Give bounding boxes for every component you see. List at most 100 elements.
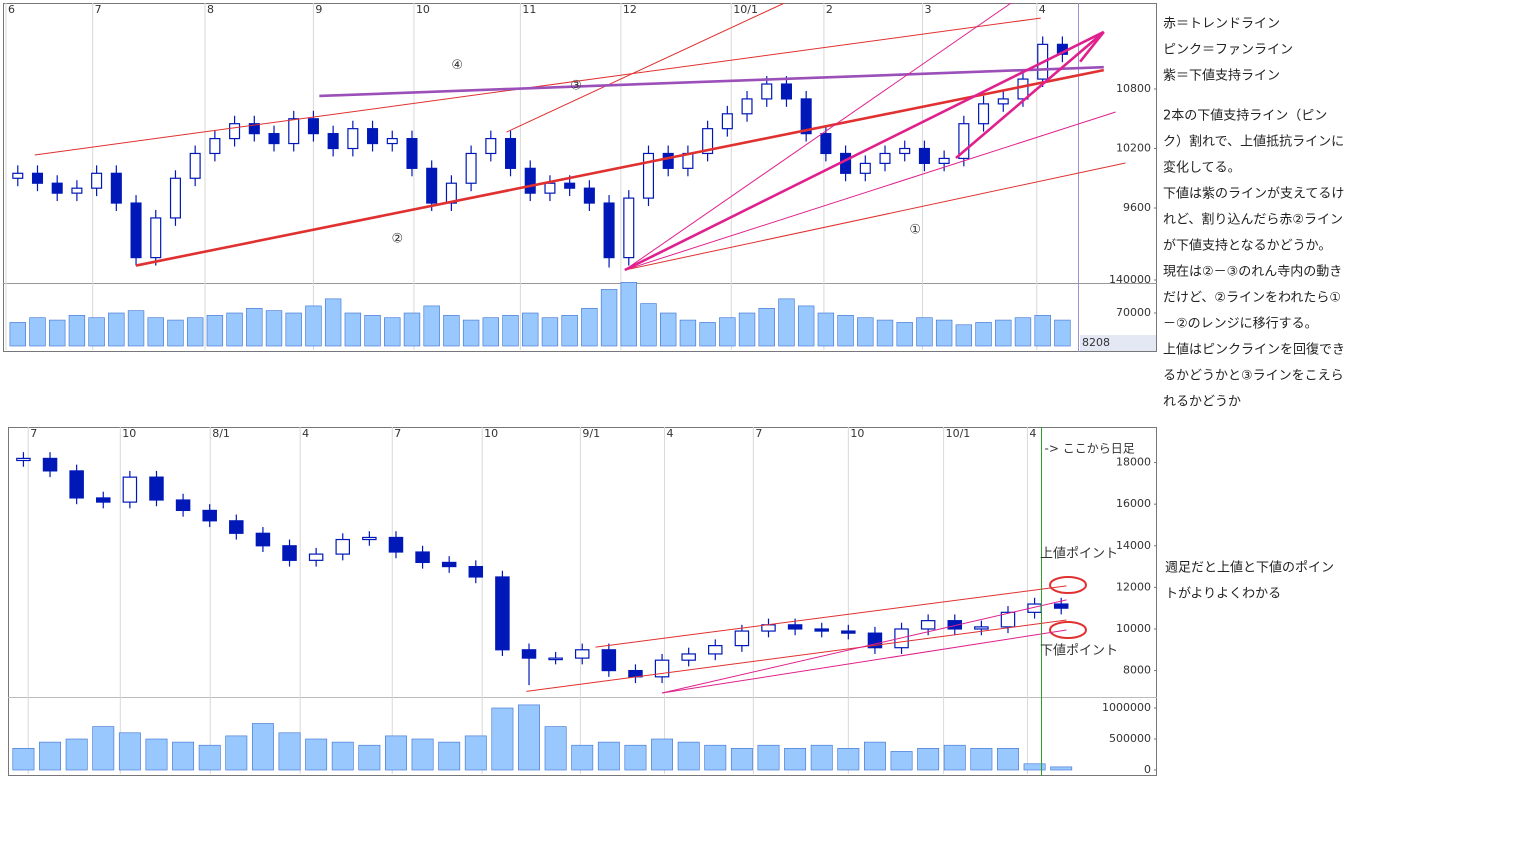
volume-bar: [108, 312, 125, 347]
legend-entry: ピンク＝ファンライン: [1163, 43, 1293, 58]
candle-body: [702, 128, 714, 155]
volume-bar: [251, 723, 274, 771]
candle-body: [708, 645, 723, 655]
candle-body: [71, 187, 83, 194]
candle-body: [958, 123, 970, 160]
volume-bar: [518, 704, 540, 771]
x-tick-label: 9: [315, 3, 322, 16]
comment-line: －②のレンジに移行する。: [1163, 317, 1318, 332]
volume-bar: [198, 744, 221, 771]
volume-bar: [1050, 766, 1073, 771]
volume-bar: [423, 305, 440, 347]
comment-line: だけど、②ラインをわれたら①: [1163, 291, 1341, 306]
volume-bar: [719, 317, 736, 347]
candle-body: [150, 217, 162, 259]
x-tick-label: 10: [122, 427, 136, 440]
comment-line: ク）割れで、上値抵抗ラインに: [1163, 134, 1344, 150]
volume-bar: [147, 317, 164, 347]
candle-body: [859, 162, 871, 174]
trend-line: [1079, 31, 1105, 63]
volume-bar: [384, 317, 401, 347]
candle-body: [288, 118, 300, 145]
volume-bar: [411, 738, 434, 771]
volume-bar: [65, 738, 88, 771]
x-tick-label: 4: [1039, 3, 1046, 16]
volume-bar: [186, 317, 204, 347]
y-tick-label: 10200: [1116, 142, 1151, 155]
candle-body: [307, 118, 319, 135]
volume-bar: [943, 744, 966, 771]
candle-body: [495, 576, 510, 651]
y-tick-label: 12000: [1116, 580, 1151, 593]
volume-bar: [935, 319, 953, 347]
x-tick-label: 11: [522, 3, 536, 16]
trend-line: [624, 111, 1116, 271]
candle-body: [209, 137, 221, 155]
candle-body: [601, 649, 617, 672]
volume-bar: [679, 319, 697, 347]
trend-line: [624, 30, 1105, 272]
volume-bar: [1034, 315, 1051, 347]
comment-line: が下値支持となるかどうか。: [1163, 238, 1331, 254]
candle-body: [814, 628, 829, 632]
trend-line: [595, 585, 1067, 648]
candle-body: [91, 172, 103, 189]
volume-bar: [364, 315, 381, 347]
comment-line: れるかどうか: [1163, 395, 1241, 410]
volume-bar: [651, 738, 674, 771]
comment-line: 週足だと上値と下値のポイン: [1165, 560, 1334, 576]
trend-line: [34, 17, 1041, 156]
line-label: ①: [909, 222, 921, 237]
volume-bar: [541, 317, 559, 347]
x-tick-label: 8/1: [212, 427, 230, 440]
volume-bar: [561, 315, 578, 347]
x-tick-label: 7: [755, 427, 762, 440]
volume-bar: [817, 312, 835, 347]
x-tick-label: 4: [666, 427, 673, 440]
volume-bar: [88, 317, 105, 347]
candle-body: [879, 152, 891, 164]
highlight-ellipse: [1049, 621, 1087, 639]
volume-bar: [324, 298, 342, 347]
legend-entry: 紫＝下値支持ライン: [1163, 68, 1280, 84]
volume-tick-label: 70000: [1116, 306, 1151, 319]
candle-body: [347, 128, 359, 150]
trend-line: [661, 629, 1067, 694]
candle-body: [388, 536, 404, 553]
y-tick-label: 14000: [1116, 539, 1151, 552]
candle-body: [202, 509, 217, 522]
candle-body: [122, 476, 138, 503]
candle-body: [820, 133, 832, 155]
volume-bar: [438, 741, 461, 771]
volume-bar: [624, 744, 647, 771]
candle-body: [335, 538, 351, 555]
candle-body: [441, 561, 457, 568]
volume-bar: [876, 319, 894, 347]
candle-body: [268, 133, 280, 145]
candle-body: [149, 476, 164, 501]
volume-bar: [118, 732, 141, 771]
volume-bar: [9, 322, 26, 347]
candle-body: [327, 133, 339, 150]
candle-body: [548, 657, 563, 661]
candle-body: [504, 137, 517, 169]
x-tick-label: 9/1: [582, 427, 600, 440]
volume-bar: [660, 312, 677, 347]
volume-bar: [443, 315, 460, 347]
x-tick-label: 3: [924, 3, 931, 16]
volume-bar: [1054, 319, 1071, 347]
candle-body: [1053, 603, 1069, 609]
x-tick-label: 10: [484, 427, 498, 440]
current-volume-box: [1080, 335, 1156, 351]
volume-bar: [997, 747, 1019, 771]
y-tick-label: 18000: [1116, 456, 1151, 469]
candle-body: [415, 551, 430, 564]
x-tick-label: 10: [416, 3, 430, 16]
current-volume: 8208: [1082, 336, 1110, 349]
candle-body: [426, 167, 438, 204]
trend-line: [624, 3, 1012, 271]
candle-body: [229, 520, 244, 534]
candle-body: [734, 630, 750, 647]
candle-body: [841, 630, 856, 634]
